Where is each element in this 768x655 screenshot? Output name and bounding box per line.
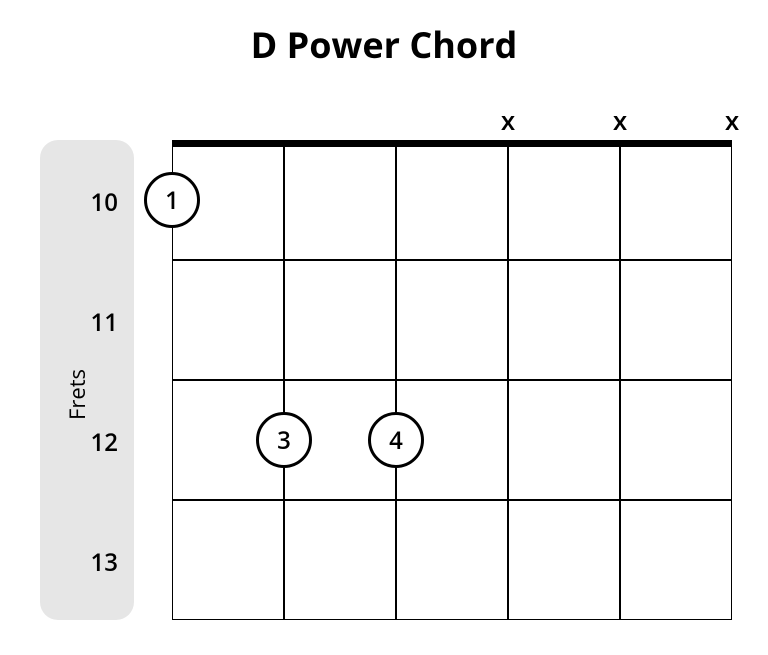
finger-marker: 4	[368, 412, 424, 468]
finger-marker: 1	[144, 172, 200, 228]
fret-number: 12	[40, 426, 118, 459]
frets-axis-label: Frets	[62, 369, 92, 420]
mute-marker: x	[608, 102, 632, 138]
mute-marker: x	[496, 102, 520, 138]
finger-marker: 3	[256, 412, 312, 468]
fret-number: 11	[40, 306, 118, 339]
fret-number: 10	[40, 186, 118, 219]
chord-grid	[172, 140, 732, 620]
mute-marker: x	[720, 102, 744, 138]
chord-title: D Power Chord	[0, 20, 768, 69]
fret-number: 13	[40, 546, 118, 579]
